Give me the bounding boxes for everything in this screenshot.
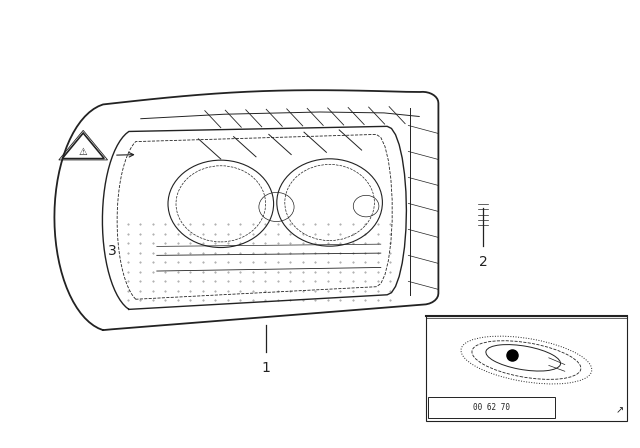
Text: 2: 2 [479, 255, 488, 269]
Text: ↗: ↗ [616, 406, 623, 416]
Text: 3: 3 [108, 244, 116, 258]
Bar [426, 316, 627, 421]
Bar [428, 397, 555, 418]
Text: 1: 1 [261, 361, 270, 375]
Text: ⚠: ⚠ [79, 147, 88, 157]
Text: 00 62 70: 00 62 70 [473, 403, 510, 413]
Polygon shape [426, 316, 627, 421]
Polygon shape [54, 90, 438, 330]
